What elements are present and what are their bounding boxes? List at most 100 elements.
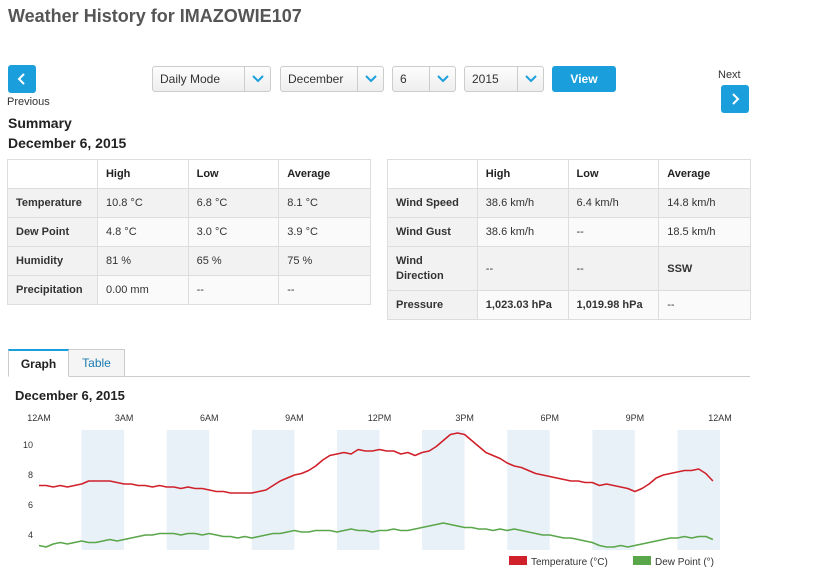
table-row: Wind Direction -- -- SSW (387, 246, 751, 291)
table-cell: 3.0 °C (187, 217, 280, 247)
table-header: High (96, 159, 189, 189)
table-cell: -- (658, 290, 751, 320)
year-select[interactable]: 2015 (464, 66, 544, 92)
x-tick-label: 3AM (115, 413, 134, 423)
page-title: Weather History for IMAZOWIE107 (8, 6, 302, 26)
weather-chart: 12AM 3AM 6AM 9AM 12PM 3PM 6PM 9PM 12AM 4 6 8 10 Tempe… (23, 413, 732, 568)
row-label: Precipitation (7, 275, 98, 305)
view-button[interactable]: View (552, 66, 616, 92)
table-header (7, 159, 98, 189)
row-label: Wind Speed (387, 188, 478, 218)
x-tick-label: 12AM (708, 413, 732, 423)
table-cell: 0.00 mm (96, 275, 189, 305)
series-line (38, 522, 714, 548)
table-cell: -- (567, 217, 660, 247)
table-row: Wind Speed 38.6 km/h 6.4 km/h 14.8 km/h (387, 188, 751, 218)
x-tick-label: 3PM (455, 413, 474, 423)
table-row: Pressure 1,023.03 hPa 1,019.98 hPa -- (387, 290, 751, 320)
next-button[interactable] (721, 85, 749, 113)
x-tick-label: 6AM (200, 413, 219, 423)
chevron-down-icon (244, 67, 270, 91)
table-row: Dew Point 4.8 °C 3.0 °C 3.9 °C (7, 217, 371, 247)
x-tick-label: 12PM (368, 413, 392, 423)
chart-band (251, 430, 295, 550)
series-line (39, 432, 714, 494)
day-select[interactable]: 6 (392, 66, 456, 92)
row-label: Wind Direction (387, 246, 478, 291)
table-cell: 6.8 °C (187, 188, 280, 218)
table-header-row: High Low Average (387, 159, 751, 189)
table-cell: 75 % (278, 246, 371, 276)
previous-label[interactable]: Previous (7, 96, 50, 108)
legend-swatch (633, 556, 651, 565)
y-tick-label: 6 (28, 500, 33, 510)
chevron-right-icon (732, 93, 740, 105)
table-header (387, 159, 478, 189)
mode-select[interactable]: Daily Mode (152, 66, 271, 92)
chart-band (422, 430, 465, 550)
table-cell: 1,023.03 hPa (476, 290, 569, 320)
legend-label: Dew Point (°) (655, 557, 714, 568)
tab-table[interactable]: Table (69, 349, 125, 377)
legend-swatch (509, 556, 527, 565)
month-select-value: December (288, 72, 344, 86)
chart-band (677, 430, 720, 550)
chart-band (592, 430, 635, 550)
row-label: Temperature (7, 188, 98, 218)
table-header: Low (567, 159, 660, 189)
table-row: Wind Gust 38.6 km/h -- 18.5 km/h (387, 217, 751, 247)
summary-date: December 6, 2015 (8, 135, 127, 151)
table-cell: 38.6 km/h (476, 217, 569, 247)
previous-button[interactable] (8, 65, 36, 93)
row-label: Dew Point (7, 217, 98, 247)
year-select-value: 2015 (472, 72, 499, 86)
x-tick-label: 6PM (540, 413, 559, 423)
tab-graph[interactable]: Graph (8, 349, 69, 377)
table-cell: -- (567, 246, 660, 291)
day-select-value: 6 (400, 72, 407, 86)
table-header: Low (187, 159, 280, 189)
table-cell: -- (278, 275, 371, 305)
y-tick-label: 10 (23, 440, 33, 450)
table-cell: -- (187, 275, 280, 305)
next-label[interactable]: Next (718, 69, 741, 81)
x-tick-label: 9AM (285, 413, 304, 423)
chart-band (166, 430, 210, 550)
chevron-down-icon (429, 67, 455, 91)
table-header: Average (278, 159, 371, 189)
table-cell: 4.8 °C (96, 217, 189, 247)
x-tick-label: 12AM (27, 413, 51, 423)
table-header-row: High Low Average (7, 159, 371, 189)
table-cell: 6.4 km/h (567, 188, 660, 218)
table-cell: SSW (658, 246, 751, 291)
row-label: Wind Gust (387, 217, 478, 247)
table-row: Temperature 10.8 °C 6.8 °C 8.1 °C (7, 188, 371, 218)
table-cell: 81 % (96, 246, 189, 276)
summary-table-right: High Low Average Wind Speed 38.6 km/h 6.… (387, 159, 751, 320)
chart-band (507, 430, 550, 550)
table-cell: 38.6 km/h (476, 188, 569, 218)
y-tick-label: 8 (28, 470, 33, 480)
graph-title: December 6, 2015 (15, 388, 125, 403)
row-label: Humidity (7, 246, 98, 276)
table-row: Precipitation 0.00 mm -- -- (7, 275, 371, 305)
table-header: Average (658, 159, 751, 189)
summary-table-left: High Low Average Temperature 10.8 °C 6.8… (7, 159, 371, 305)
row-label: Pressure (387, 290, 478, 320)
summary-heading: Summary (8, 115, 72, 131)
y-tick-label: 4 (28, 530, 33, 540)
chevron-down-icon (357, 67, 383, 91)
table-row: Humidity 81 % 65 % 75 % (7, 246, 371, 276)
table-cell: 1,019.98 hPa (567, 290, 660, 320)
table-cell: 18.5 km/h (658, 217, 751, 247)
table-header: High (476, 159, 569, 189)
table-cell: 14.8 km/h (658, 188, 751, 218)
chevron-left-icon (17, 73, 25, 85)
legend-label: Temperature (°C) (531, 557, 608, 568)
table-cell: 3.9 °C (278, 217, 371, 247)
chevron-down-icon (517, 67, 543, 91)
month-select[interactable]: December (280, 66, 384, 92)
table-cell: 8.1 °C (278, 188, 371, 218)
table-cell: 10.8 °C (96, 188, 189, 218)
view-tabs: Graph Table (8, 349, 750, 377)
